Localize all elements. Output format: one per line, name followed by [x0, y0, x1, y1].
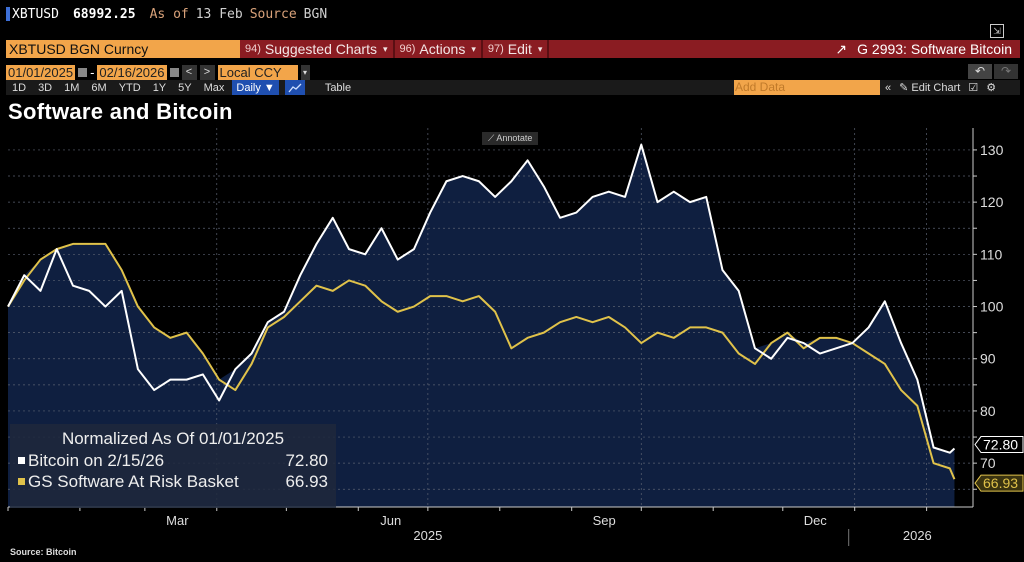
dropdown-arrow-icon: ▾ [537, 43, 543, 54]
legend-item-bitcoin: Bitcoin on 2/15/26 72.80 [18, 450, 328, 471]
edit-chart-label: Edit Chart [911, 82, 961, 94]
menu-label: Actions [419, 41, 466, 57]
legend-header: Normalized As Of 01/01/2025 [61, 429, 285, 448]
prev-period-button[interactable]: < [181, 64, 197, 80]
period-6m[interactable]: 6M [91, 81, 107, 94]
chart-title: Software and Bitcoin [8, 99, 233, 124]
dropdown-arrow-icon: ▾ [382, 43, 388, 54]
y-tick-label: 120 [980, 194, 1004, 210]
source-label: Source [249, 6, 297, 22]
menu-bar: XBTUSD BGN Curncy 94) Suggested Charts ▾ 9… [6, 40, 1020, 58]
table-view-button[interactable]: Table [324, 81, 352, 94]
chart-legend: Normalized As Of 01/01/2025 Bitcoin on 2… [10, 424, 336, 508]
x-year-label: 2026 [903, 528, 932, 543]
next-period-button[interactable]: > [199, 64, 215, 80]
annotate-label: Annotate [496, 133, 533, 143]
y-tick-label: 130 [980, 142, 1004, 158]
x-tick-label: Mar [166, 513, 189, 528]
y-tick-label: 100 [980, 299, 1004, 315]
period-3d[interactable]: 3D [38, 81, 53, 94]
chart-tools: « ✎ Edit Chart ☑ ⚙ [885, 80, 996, 95]
calendar-icon[interactable] [169, 67, 179, 77]
period-5y[interactable]: 5Y [178, 81, 192, 94]
period-max[interactable]: Max [203, 81, 225, 94]
dropdown-arrow-icon: ▾ [471, 43, 476, 54]
actions-menu[interactable]: 96) Actions ▾ [395, 40, 483, 58]
menu-number: 94) [245, 43, 261, 55]
y-tick-label: 90 [980, 351, 996, 367]
gear-icon[interactable]: ⚙ [986, 82, 997, 94]
software-line [7, 242, 956, 480]
frequency-select[interactable]: Daily ▼ [232, 80, 279, 95]
quote-symbol: XBTUSD [12, 6, 59, 22]
x-tick-label: Dec [804, 513, 828, 528]
legend-label: GS Software At Risk Basket [28, 472, 239, 491]
source-value: BGN [303, 6, 328, 22]
y-tick-label: 80 [980, 403, 996, 419]
ticker-field[interactable]: XBTUSD BGN Curncy [6, 40, 240, 58]
date-range-row: 01/01/2025 - 02/16/2026 < > Local CCY ▾ [6, 64, 310, 80]
redo-button[interactable]: ↷ [994, 64, 1018, 79]
bitcoin-line [7, 143, 956, 454]
menu-label: Suggested Charts [264, 41, 377, 57]
start-date-field[interactable]: 01/01/2025 [6, 64, 76, 80]
line-chart-icon[interactable] [284, 80, 305, 95]
end-date-field[interactable]: 02/16/2026 [97, 64, 167, 80]
legend-swatch [18, 457, 25, 464]
x-tick-label: Sep [593, 513, 616, 528]
period-1d[interactable]: 1D [12, 81, 27, 94]
source-note: Source: Bitcoin [10, 547, 77, 557]
menu-label: Edit [507, 41, 532, 57]
suggested-charts-menu[interactable]: 94) Suggested Charts ▾ [240, 40, 395, 58]
last-value-tag [974, 436, 1024, 454]
currency-select[interactable]: Local CCY [217, 64, 298, 80]
dropdown-arrow-icon[interactable]: ▾ [300, 64, 310, 80]
add-data-input[interactable]: Add Data [734, 80, 880, 95]
date-separator: - [90, 64, 95, 80]
as-of-date: 13 Feb [195, 6, 243, 22]
x-tick-label: Jun [380, 513, 401, 528]
resize-window-icon[interactable]: ⇲ [990, 24, 1004, 38]
quote-price: 68992.25 [72, 6, 136, 22]
external-link-icon[interactable]: ↗ [835, 40, 848, 57]
legend-swatch [18, 478, 25, 485]
x-year-label: 2025 [413, 528, 442, 543]
legend-label: Bitcoin on 2/15/26 [28, 451, 165, 470]
menu-number: 96) [399, 43, 416, 55]
annotate-icon: ⟋ [488, 133, 497, 143]
period-ytd[interactable]: YTD [118, 81, 141, 94]
last-value-tag [974, 474, 1024, 492]
edit-chart-button[interactable]: ✎ Edit Chart [899, 81, 960, 94]
period-1m[interactable]: 1M [64, 81, 80, 94]
last-value-label: 72.80 [983, 437, 1018, 453]
collapse-button[interactable]: « [885, 81, 892, 94]
edit-annotations-icon[interactable]: ☑ [968, 82, 979, 94]
pencil-icon: ✎ [899, 82, 909, 94]
chart-function-label: G 2993: Software Bitcoin [857, 41, 1012, 57]
as-of-label: As of [149, 6, 189, 22]
chart-function-title: ↗ G 2993: Software Bitcoin [835, 41, 1020, 58]
line-chart: 70 80 90 100 110 120 130 Mar Jun Sep Dec 2025 2026 72… [7, 128, 1024, 546]
y-tick-label: 70 [980, 455, 996, 471]
security-marker [6, 7, 10, 21]
area-fill [8, 144, 955, 507]
legend-value: 72.80 [285, 451, 328, 470]
undo-redo: ↶ ↷ [968, 64, 1018, 79]
last-value-label: 66.93 [983, 475, 1018, 491]
annotate-button[interactable]: ⟋ Annotate [482, 132, 539, 145]
undo-button[interactable]: ↶ [968, 64, 992, 79]
edit-menu[interactable]: 97) Edit ▾ [483, 40, 550, 58]
legend-item-software: GS Software At Risk Basket 66.93 [18, 471, 328, 492]
quote-header: XBTUSD 68992.25 As of 13 Feb Source BGN [6, 5, 327, 23]
calendar-icon[interactable] [78, 67, 88, 77]
menu-number: 97) [487, 43, 504, 55]
period-1y[interactable]: 1Y [152, 81, 167, 94]
y-tick-label: 110 [980, 246, 1003, 262]
legend-value: 66.93 [285, 472, 328, 491]
